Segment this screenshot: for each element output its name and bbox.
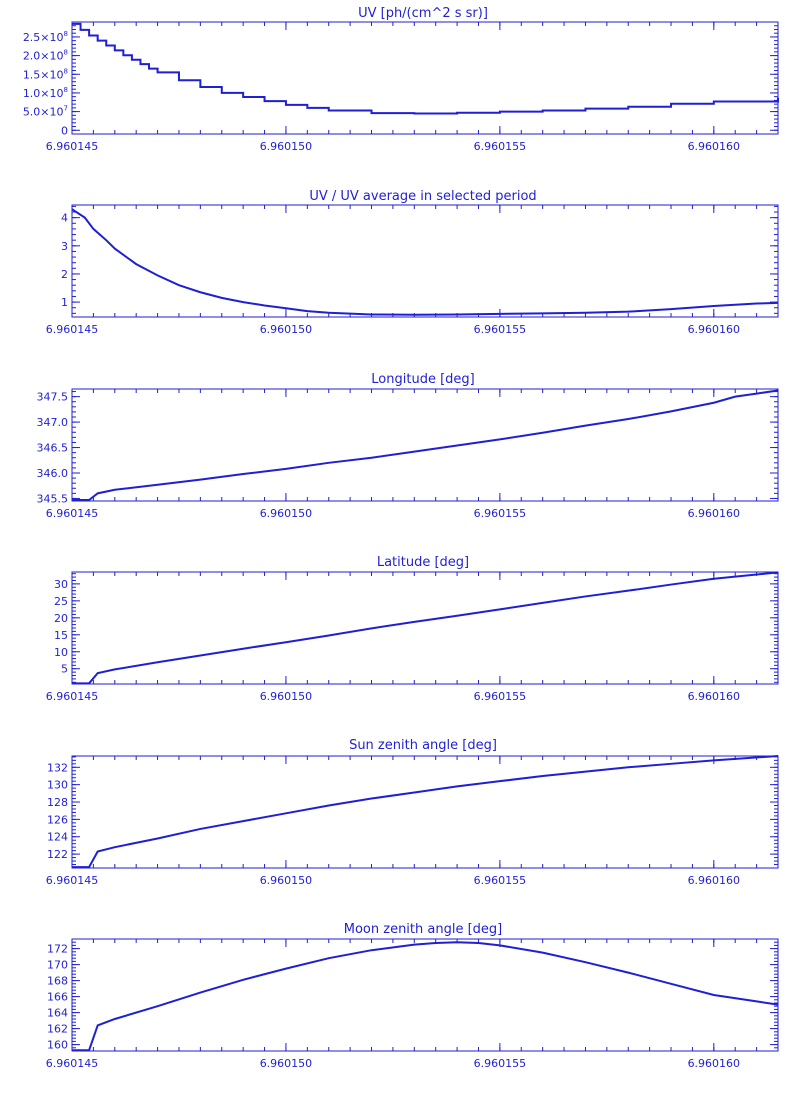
y-tick-label: 170 xyxy=(47,959,68,972)
x-tick-label: 6.960160 xyxy=(688,1057,741,1070)
x-tick-label: 6.960160 xyxy=(688,690,741,703)
panel-longitude-series-line xyxy=(72,389,779,501)
y-tick-label: 130 xyxy=(47,779,68,792)
x-tick-label: 6.960145 xyxy=(46,1057,99,1070)
y-tick-label: 168 xyxy=(47,975,68,988)
y-tick-label: 1 xyxy=(61,296,68,309)
panel-latitude-series-line xyxy=(72,571,779,685)
panel-latitude-frame xyxy=(71,571,779,685)
y-tick-label: 122 xyxy=(47,848,68,861)
x-tick-label: 6.960150 xyxy=(260,507,313,520)
x-tick-label: 6.960145 xyxy=(46,140,99,153)
panel-uv-ratio-series-line xyxy=(71,208,779,316)
panel-sun-zenith-title: Sun zenith angle [deg] xyxy=(349,738,497,753)
x-tick-label: 6.960150 xyxy=(260,690,313,703)
x-tick-label: 6.960150 xyxy=(260,140,313,153)
x-tick-label: 6.960150 xyxy=(260,874,313,887)
x-tick-label: 6.960155 xyxy=(474,323,527,336)
y-tick-label: 2.5×108 xyxy=(23,30,68,44)
x-tick-label: 6.960145 xyxy=(46,690,99,703)
y-tick-label: 1.0×108 xyxy=(23,86,68,100)
y-tick-label: 30 xyxy=(54,578,68,591)
y-tick-label: 20 xyxy=(54,612,68,625)
y-tick-label: 164 xyxy=(47,1007,68,1020)
panel-longitude-title: Longitude [deg] xyxy=(371,372,474,387)
panel-longitude-frame xyxy=(71,388,779,502)
panel-uv-frame xyxy=(71,21,779,135)
panel-uv-title: UV [ph/(cm^2 s sr)] xyxy=(358,6,488,21)
y-tick-label: 162 xyxy=(47,1023,68,1036)
y-tick-label: 128 xyxy=(47,796,68,809)
y-tick-label: 347.5 xyxy=(37,391,69,404)
y-tick-label: 1.5×108 xyxy=(23,67,68,81)
x-tick-label: 6.960145 xyxy=(46,507,99,520)
y-tick-label: 160 xyxy=(47,1039,68,1052)
panel-sun-zenith: Sun zenith angle [deg] 6.960145 6.960150 6… xyxy=(46,738,779,887)
x-tick-label: 6.960155 xyxy=(474,690,527,703)
x-tick-label: 6.960150 xyxy=(260,1057,313,1070)
y-tick-label: 172 xyxy=(47,943,68,956)
x-tick-label: 6.960160 xyxy=(688,874,741,887)
panel-uv-ratio-title: UV / UV average in selected period xyxy=(309,189,536,204)
panel-latitude-title: Latitude [deg] xyxy=(377,555,469,570)
x-tick-label: 6.960160 xyxy=(688,140,741,153)
y-tick-label: 0 xyxy=(61,124,68,137)
y-tick-label: 345.5 xyxy=(37,492,69,505)
panel-moon-zenith: Moon zenith angle [deg] 6.960145 6.960150… xyxy=(46,922,779,1070)
x-tick-label: 6.960155 xyxy=(474,140,527,153)
y-tick-label: 166 xyxy=(47,991,68,1004)
panel-uv: UV [ph/(cm^2 s sr)] 6.960145 6.960150 6.96… xyxy=(23,6,779,153)
y-tick-label: 25 xyxy=(54,595,68,608)
x-tick-label: 6.960155 xyxy=(474,1057,527,1070)
y-tick-label: 15 xyxy=(54,629,68,642)
y-tick-label: 126 xyxy=(47,813,68,826)
x-tick-label: 6.960145 xyxy=(46,874,99,887)
y-tick-label: 5 xyxy=(61,663,68,676)
panel-uv-series-line xyxy=(72,22,779,115)
x-tick-label: 6.960155 xyxy=(474,507,527,520)
x-tick-label: 6.960160 xyxy=(688,507,741,520)
panel-uv-ratio: UV / UV average in selected period 6.960… xyxy=(46,189,779,336)
x-tick-label: 6.960145 xyxy=(46,323,99,336)
y-tick-label: 5.0×107 xyxy=(23,105,68,119)
y-tick-label: 132 xyxy=(47,761,68,774)
panel-latitude: Latitude [deg] 6.960145 6.960150 6.960155 6… xyxy=(46,555,779,703)
panel-longitude: Longitude [deg] 6.960145 6.960150 6.960155… xyxy=(37,372,779,520)
y-tick-label: 2.0×108 xyxy=(23,49,68,63)
panel-sun-zenith-frame xyxy=(71,755,779,869)
x-tick-label: 6.960150 xyxy=(260,323,313,336)
x-tick-label: 6.960155 xyxy=(474,874,527,887)
y-tick-label: 124 xyxy=(47,831,68,844)
x-tick-label: 6.960160 xyxy=(688,323,741,336)
panel-uv-ratio-frame xyxy=(71,204,779,318)
y-tick-label: 346.0 xyxy=(37,467,69,480)
panel-sun-zenith-series-line xyxy=(72,755,779,869)
y-tick-label: 347.0 xyxy=(37,416,69,429)
panel-moon-zenith-title: Moon zenith angle [deg] xyxy=(344,922,502,937)
panel-moon-zenith-series-line xyxy=(72,941,779,1052)
panel-moon-zenith-frame xyxy=(71,938,779,1052)
y-tick-label: 2 xyxy=(61,268,68,281)
y-tick-label: 4 xyxy=(61,212,68,225)
y-tick-label: 346.5 xyxy=(37,442,69,455)
y-tick-label: 3 xyxy=(61,240,68,253)
y-tick-label: 10 xyxy=(54,646,68,659)
